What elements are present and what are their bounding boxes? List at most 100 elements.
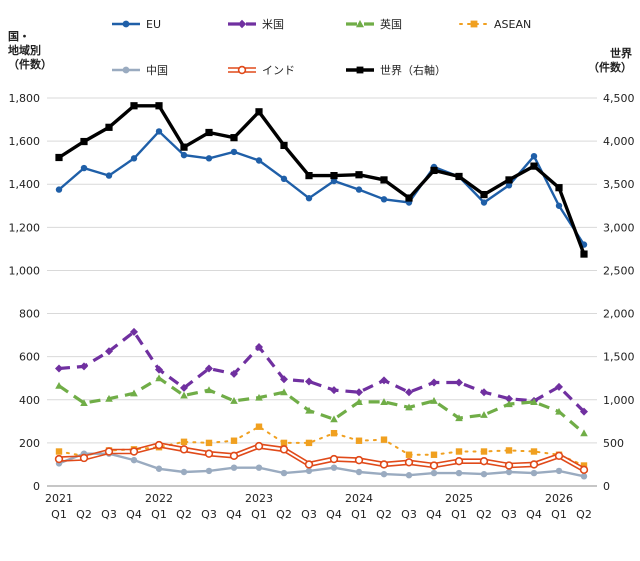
data-point	[254, 441, 264, 451]
data-point	[430, 451, 438, 458]
left-tick-label: 1,400	[9, 178, 41, 191]
data-point	[155, 128, 163, 135]
series-line	[58, 442, 585, 469]
left-tick-label: 200	[19, 437, 40, 450]
data-point	[430, 166, 438, 175]
data-point	[280, 469, 288, 477]
data-point	[430, 397, 438, 404]
data-point	[279, 445, 289, 454]
x-year-label: 2021	[45, 492, 73, 505]
data-point	[80, 164, 88, 172]
legend-label: 英国	[380, 17, 402, 31]
data-point	[55, 381, 63, 389]
data-point	[255, 393, 263, 401]
data-point	[504, 461, 514, 470]
data-point	[405, 403, 413, 411]
data-point	[479, 457, 489, 466]
x-year-label: 2023	[245, 492, 273, 505]
data-point	[180, 438, 188, 446]
legend-marker	[237, 65, 247, 75]
series-line	[58, 329, 586, 413]
legend-item: 米国	[228, 18, 284, 31]
left-tick-label: 1,000	[9, 264, 41, 277]
data-point	[530, 398, 538, 405]
data-point	[305, 195, 313, 202]
left-tick-label: 600	[19, 351, 40, 364]
legend-item: 英国	[346, 17, 402, 31]
data-point	[505, 400, 513, 408]
data-point	[255, 108, 263, 116]
right-tick-label: 3,000	[603, 221, 635, 234]
data-point	[129, 447, 139, 456]
right-tick-label: 3,500	[603, 178, 635, 191]
x-quarter-label: Q3	[301, 508, 317, 521]
legend-item: 中国	[112, 64, 168, 77]
data-point	[580, 473, 588, 480]
x-quarter-label: Q1	[351, 508, 367, 521]
data-point	[255, 423, 263, 430]
data-point	[105, 347, 113, 356]
right-tick-label: 1,000	[603, 394, 635, 407]
data-point	[355, 171, 363, 179]
left-tick-label: 1,800	[9, 92, 41, 105]
x-quarter-label: Q2	[276, 508, 292, 521]
data-point	[379, 460, 389, 469]
data-point	[80, 362, 88, 371]
data-point	[280, 375, 288, 384]
data-point	[55, 186, 63, 193]
axes: 0 0 200 500 400 1,000 600 1,500 800 2,000 1,000 2,5…	[8, 30, 635, 521]
data-point	[555, 202, 563, 209]
data-point	[180, 151, 188, 159]
data-point	[305, 377, 313, 386]
right-tick-label: 1,500	[603, 351, 635, 364]
data-point	[155, 374, 163, 382]
x-quarter-label: Q2	[176, 508, 192, 521]
legend-item: インド	[228, 64, 295, 77]
data-point	[255, 157, 263, 164]
data-point	[580, 250, 588, 258]
legend-marker	[122, 66, 130, 74]
data-point	[205, 386, 213, 394]
data-point	[155, 465, 163, 472]
data-point	[430, 378, 438, 387]
data-point	[255, 464, 263, 471]
data-point	[330, 415, 338, 423]
data-point	[230, 369, 238, 378]
data-point	[105, 394, 113, 402]
data-point	[179, 445, 189, 454]
data-point	[229, 451, 239, 461]
data-point	[130, 155, 138, 162]
series-1	[55, 327, 588, 416]
right-tick-label: 4,000	[603, 135, 635, 148]
data-point	[380, 398, 388, 405]
data-point	[280, 175, 288, 183]
legend-label: EU	[146, 18, 161, 31]
data-point	[405, 451, 413, 458]
data-point	[480, 388, 488, 397]
x-quarter-label: Q2	[76, 508, 92, 521]
gridlines	[47, 97, 597, 487]
data-point	[55, 448, 63, 455]
data-point	[205, 364, 213, 373]
data-point	[455, 469, 463, 477]
data-point	[380, 436, 388, 443]
data-point	[405, 388, 413, 397]
data-point	[555, 407, 563, 415]
data-point	[330, 464, 338, 471]
data-point	[580, 407, 588, 416]
right-tick-label: 0	[603, 480, 610, 493]
data-point	[355, 186, 363, 193]
series-layer	[54, 102, 589, 480]
data-point	[304, 460, 314, 469]
data-point	[80, 137, 88, 146]
data-point	[554, 451, 564, 461]
series-line	[58, 376, 586, 435]
data-point	[355, 388, 363, 397]
data-point	[204, 449, 214, 458]
data-point	[505, 468, 513, 476]
data-point	[404, 458, 414, 467]
x-quarter-label: Q2	[476, 508, 492, 521]
data-point	[380, 470, 388, 478]
data-point	[505, 182, 513, 189]
left-tick-label: 400	[19, 394, 40, 407]
